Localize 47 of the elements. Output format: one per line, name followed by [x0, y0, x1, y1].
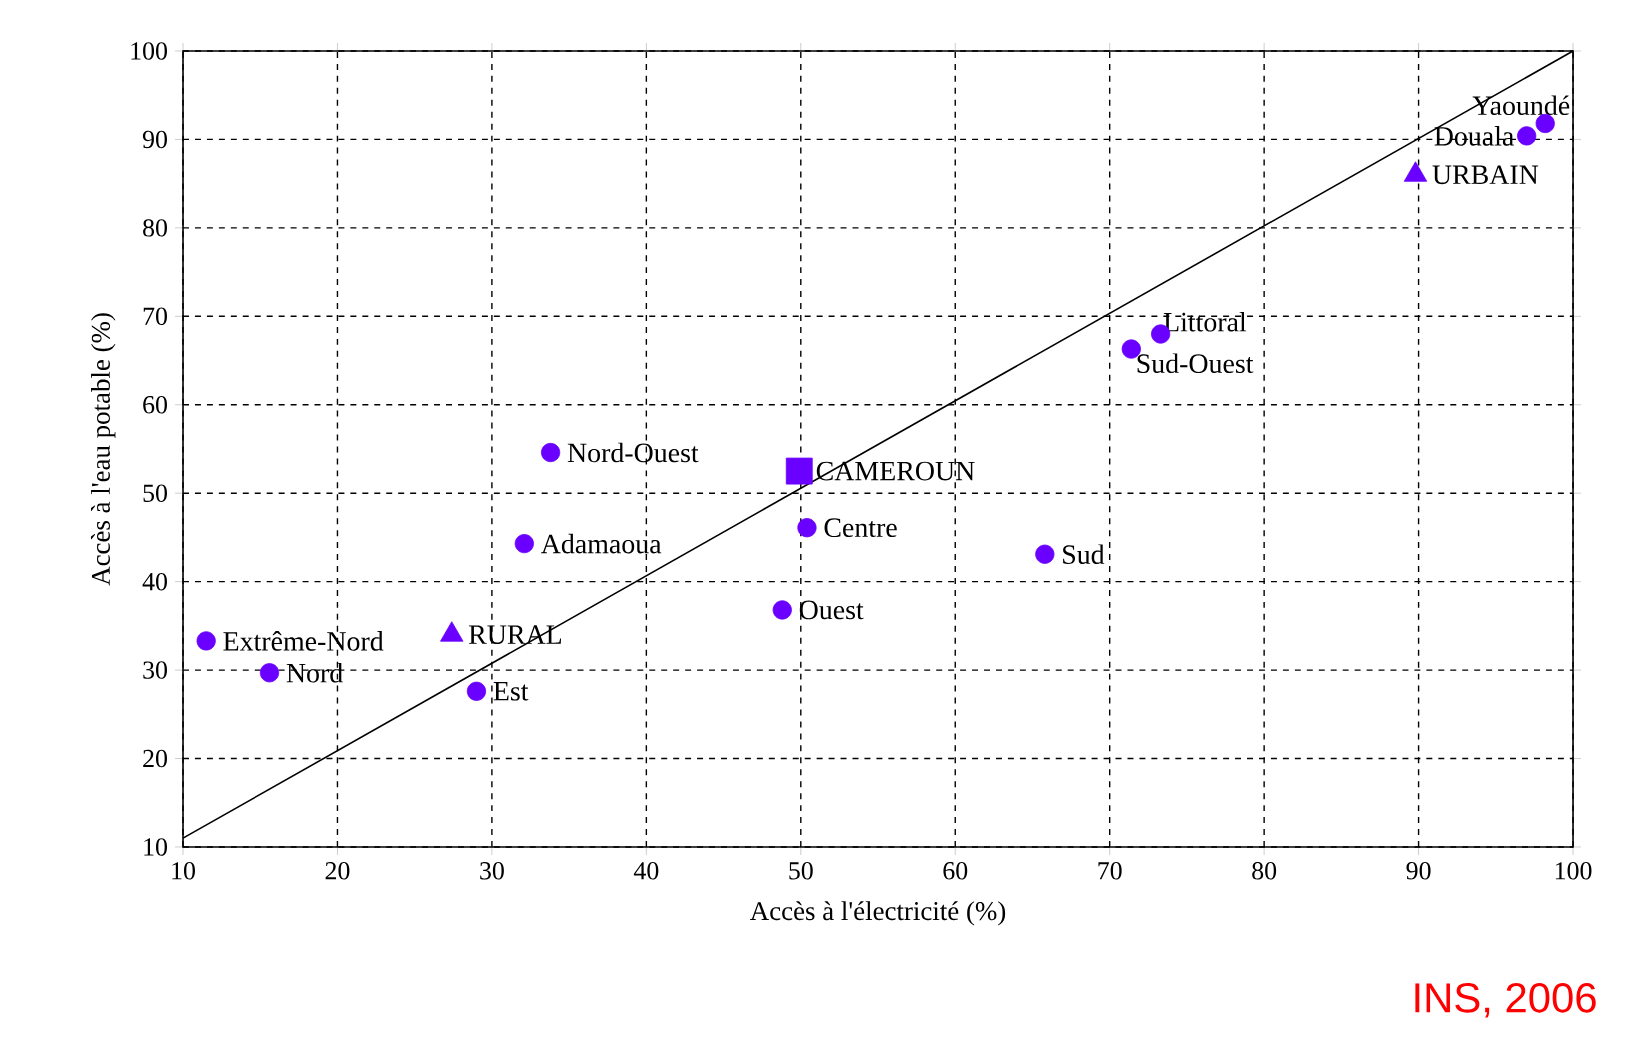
x-tick-label: 30: [480, 862, 504, 880]
point: [1035, 544, 1055, 564]
annotation: Littoral: [1163, 311, 1247, 332]
x-tick-label: 50: [789, 862, 813, 880]
point: [797, 518, 817, 538]
y-tick-label: 100: [131, 42, 167, 60]
point: [1535, 113, 1555, 134]
point: [772, 600, 792, 620]
annotation: Extrême-Nord: [223, 631, 384, 651]
point: [540, 442, 561, 463]
annotation: Est: [493, 682, 529, 701]
x-tick-label: 60: [943, 862, 968, 880]
point: [514, 534, 534, 554]
y-tick-label: 80: [143, 219, 167, 237]
y-tick-label: 20: [143, 749, 167, 768]
annotation: Adamaoua: [541, 533, 662, 554]
y-tick-label: 40: [142, 572, 167, 591]
point: [196, 631, 216, 651]
x-tick-label: 100: [1555, 862, 1592, 880]
x-tick-label: 20: [325, 862, 350, 880]
x-tick-label: 40: [633, 862, 659, 880]
point: [259, 663, 280, 683]
annotation: Sud: [1063, 544, 1105, 565]
annotation: URBAIN: [1432, 165, 1539, 185]
annotation: Douala: [1434, 126, 1514, 146]
y-axis-title: Accès à l'eau potable (%): [90, 313, 116, 586]
y-tick-label: 50: [143, 484, 167, 502]
x-axis-title: Accès à l'électricité (%): [750, 901, 1006, 926]
annotation: Sud-Ouest: [1137, 353, 1254, 374]
y-tick-label: 10: [144, 838, 167, 856]
point: [1517, 126, 1537, 146]
y-tick-label: 90: [142, 130, 167, 149]
x-tick-label: 80: [1252, 862, 1277, 880]
y-tick-label: 30: [143, 661, 167, 679]
y-tick-label: 60: [143, 396, 167, 414]
x-tick-label: 70: [1098, 862, 1122, 880]
annotation: Yaoundé: [1472, 95, 1570, 116]
y-tick-label: 70: [143, 307, 167, 326]
annotation: Nord: [286, 662, 343, 683]
annotation: Centre: [824, 518, 897, 538]
annotation: Nord-Ouest: [567, 442, 699, 463]
annotation: Ouest: [799, 600, 864, 620]
point: [466, 681, 487, 701]
x-tick-label: 10: [172, 862, 195, 880]
point: [785, 457, 813, 485]
text: INS, 2006: [1415, 983, 1596, 1018]
x-tick-label: 90: [1406, 862, 1431, 880]
